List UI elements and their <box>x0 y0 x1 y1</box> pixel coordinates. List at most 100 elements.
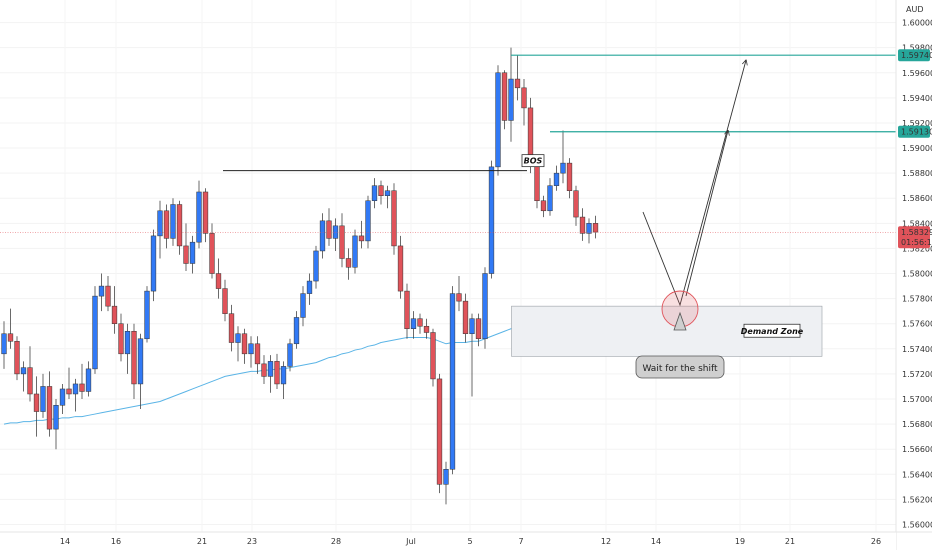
price-tick-label: 1.58000 <box>902 270 932 279</box>
candle-bullish <box>319 220 326 252</box>
candle-bearish <box>566 162 573 191</box>
candle-bullish <box>482 273 488 340</box>
time-axis[interactable] <box>0 532 896 550</box>
price-tick-label: 1.56200 <box>902 495 932 504</box>
candle-bullish <box>287 343 293 367</box>
projection-arrow-2[interactable] <box>685 130 728 297</box>
candle-bullish <box>365 200 371 242</box>
price-tags: 1.59740 1.59130 1.58329 01:56:10 <box>898 49 932 249</box>
chart-grid <box>0 22 896 525</box>
projection-arrows: Wait for the shift <box>635 60 746 379</box>
candle-bullish <box>547 185 553 212</box>
time-tick-label: 14 <box>651 537 661 546</box>
price-tick-label: 1.56000 <box>902 520 932 529</box>
time-tick-label: Jul <box>405 537 416 546</box>
candle-bullish <box>1 333 7 355</box>
bos-label: BOS <box>524 157 543 166</box>
candle-bullish <box>313 250 319 282</box>
candle-bearish <box>436 378 443 485</box>
candle-bullish <box>98 285 105 297</box>
price-tick-label: 1.56400 <box>902 470 932 479</box>
candle-bullish <box>280 366 287 385</box>
candle-bullish <box>384 190 391 196</box>
candle-bearish <box>261 363 267 377</box>
candle-bearish <box>339 225 345 259</box>
candle-bearish <box>579 216 586 234</box>
price-tick-label: 1.58200 <box>902 244 932 253</box>
candle-bullish <box>72 383 79 395</box>
bos-label-box <box>521 154 545 168</box>
candle-bearish <box>66 388 72 395</box>
upper-target-tag <box>898 49 930 62</box>
candle-bearish <box>326 220 332 239</box>
currency-unit-label: AUD <box>906 5 924 14</box>
lower-target-tag <box>898 125 930 138</box>
candle-bearish <box>209 233 215 274</box>
candle-bearish <box>215 273 222 289</box>
candle-bearish <box>27 367 33 395</box>
price-tick-label: 1.58800 <box>902 169 932 178</box>
demand-zone-label-box <box>743 323 801 338</box>
callout-pointer <box>673 311 687 331</box>
candle-bullish <box>488 166 495 274</box>
candle-bearish <box>131 330 137 385</box>
projection-arrow-1[interactable] <box>642 60 746 307</box>
candle-bullish <box>300 293 306 318</box>
candle-bearish <box>521 87 527 109</box>
candle-bearish <box>33 393 40 412</box>
candle-bearish <box>14 341 20 375</box>
price-tick-label: 1.59000 <box>902 144 932 153</box>
callout-text: Wait for the shift <box>642 364 717 374</box>
price-axis[interactable] <box>896 0 932 550</box>
candle-bullish <box>124 330 131 355</box>
price-tick-label: 1.57600 <box>902 320 932 329</box>
time-ticks: 14 16 21 23 28 Jul 5 7 12 14 19 21 26 <box>60 537 881 546</box>
callout-box[interactable] <box>635 355 725 379</box>
price-tick-label: 1.59800 <box>902 44 932 53</box>
candle-bullish <box>150 235 157 292</box>
candle-bearish <box>46 386 53 430</box>
time-tick-label: 14 <box>60 537 70 546</box>
candle-bullish <box>410 318 417 329</box>
price-tick-label: 1.57000 <box>902 395 932 404</box>
candle-bearish <box>592 223 599 233</box>
candle-bullish <box>40 386 46 412</box>
candle-bearish <box>274 361 280 385</box>
candle-bullish <box>508 78 514 121</box>
candle-bearish <box>534 162 540 202</box>
time-tick-label: 5 <box>467 537 472 546</box>
candle-bearish <box>404 290 410 329</box>
time-tick-label: 19 <box>735 537 745 546</box>
candle-bearish <box>378 185 384 196</box>
candle-bearish <box>241 333 248 355</box>
candle-bearish <box>118 323 124 355</box>
candle-bullish <box>469 318 475 335</box>
candle-bullish <box>20 367 27 375</box>
candle-bearish <box>7 333 14 342</box>
candle-bearish <box>254 343 261 365</box>
candle-bearish <box>391 190 397 247</box>
candle-bullish <box>306 280 313 294</box>
candle-bullish <box>560 162 566 174</box>
candle-bearish <box>397 245 404 292</box>
candle-bearish <box>417 318 423 327</box>
price-tick-label: 1.57400 <box>902 345 932 354</box>
time-tick-label: 16 <box>111 537 121 546</box>
current-price-tag <box>898 226 930 249</box>
candle-bearish <box>202 191 209 234</box>
candle-bearish <box>345 258 352 268</box>
lower-target-tag-text: 1.59130 <box>901 128 932 137</box>
demand-zone-label: Demand Zone <box>741 327 804 336</box>
candle-bullish <box>495 72 501 168</box>
candle-bullish <box>443 469 449 485</box>
candle-bearish <box>475 318 482 340</box>
candle-bearish <box>423 325 430 333</box>
price-tick-label: 1.56600 <box>902 445 932 454</box>
candle-bullish <box>53 405 59 430</box>
candle-bullish <box>85 368 92 392</box>
candle-bearish <box>183 245 189 264</box>
candle-bearish <box>501 72 508 121</box>
candle-bullish <box>196 191 202 243</box>
